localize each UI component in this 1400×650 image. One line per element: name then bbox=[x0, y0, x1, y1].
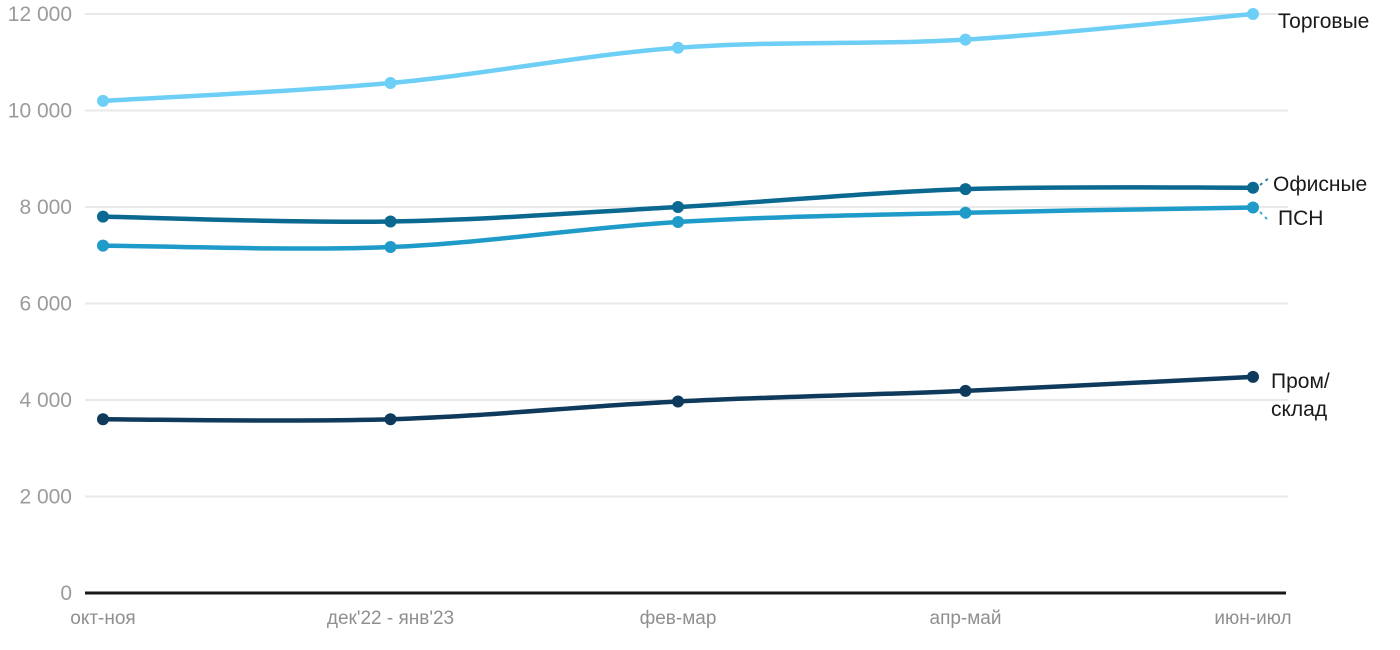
data-point bbox=[1247, 370, 1259, 383]
data-point bbox=[1247, 181, 1259, 194]
series-end-label: склад bbox=[1271, 398, 1327, 421]
data-point bbox=[959, 183, 972, 196]
y-tick-label: 4 000 bbox=[19, 389, 72, 412]
x-tick-label: апр-май bbox=[930, 608, 1002, 629]
data-point bbox=[959, 384, 972, 397]
series-end-label: Пром/ bbox=[1271, 370, 1330, 393]
series-end-label: ПСН bbox=[1278, 207, 1323, 230]
data-point bbox=[672, 395, 684, 408]
series-end-label: Офисные bbox=[1273, 173, 1367, 196]
data-point bbox=[97, 239, 109, 252]
y-tick-label: 0 bbox=[60, 582, 72, 605]
label-leader-line bbox=[1259, 177, 1270, 186]
data-point bbox=[97, 413, 109, 426]
data-point bbox=[1247, 8, 1259, 20]
data-point bbox=[959, 33, 972, 46]
data-point bbox=[959, 206, 972, 219]
x-tick-label: июн-июл bbox=[1214, 608, 1291, 629]
series-line bbox=[100, 205, 1256, 251]
label-leader-line bbox=[1259, 211, 1270, 222]
data-point bbox=[97, 210, 109, 223]
data-point bbox=[672, 215, 684, 228]
data-point bbox=[1247, 201, 1259, 214]
series-end-label: Торговые bbox=[1278, 10, 1369, 33]
data-point bbox=[384, 241, 397, 254]
data-point bbox=[97, 94, 109, 107]
series-line bbox=[100, 11, 1256, 104]
y-tick-label: 8 000 bbox=[19, 196, 72, 219]
data-point bbox=[384, 413, 397, 426]
y-tick-label: 10 000 bbox=[8, 100, 72, 123]
y-tick-label: 2 000 bbox=[19, 486, 72, 509]
data-point bbox=[384, 215, 397, 228]
data-point bbox=[672, 41, 684, 54]
y-tick-label: 6 000 bbox=[19, 293, 72, 316]
data-point bbox=[672, 201, 684, 213]
y-tick-label: 12 000 bbox=[8, 3, 72, 26]
x-tick-label: дек'22 - янв'23 bbox=[327, 608, 454, 629]
x-tick-label: фев-мар bbox=[640, 608, 717, 629]
data-point bbox=[384, 76, 397, 89]
x-tick-label: окт-ноя bbox=[70, 608, 135, 629]
